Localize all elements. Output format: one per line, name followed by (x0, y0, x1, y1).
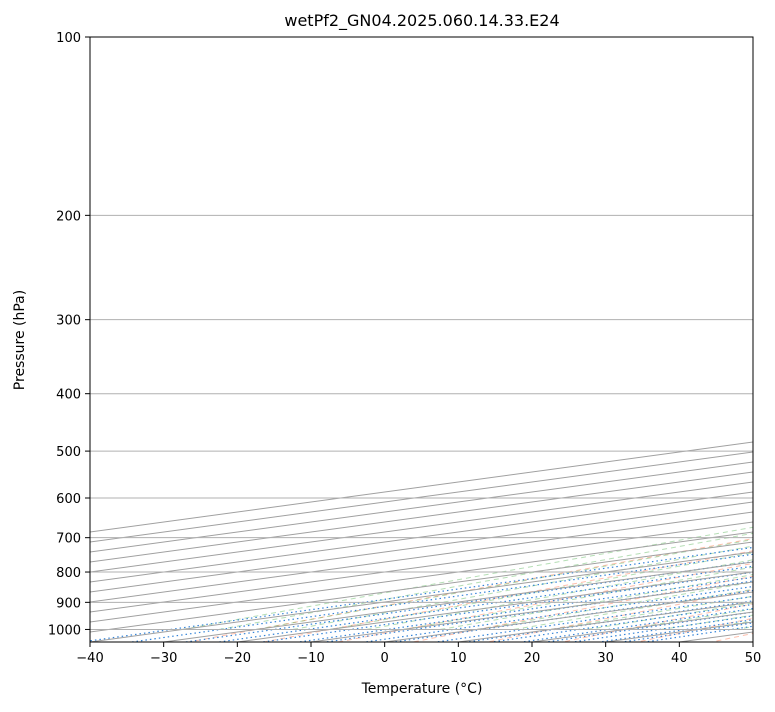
y-tick-label: 900 (56, 596, 81, 611)
y-tick-label: 100 (56, 31, 81, 46)
x-tick-label: −40 (76, 651, 103, 666)
x-tick-label: 30 (597, 651, 614, 666)
x-tick-label: 0 (381, 651, 389, 666)
x-tick-label: −20 (224, 651, 251, 666)
x-tick-label: 50 (745, 651, 762, 666)
y-tick-label: 1000 (48, 623, 81, 638)
x-tick-label: 40 (671, 651, 688, 666)
y-tick-label: 400 (56, 388, 81, 403)
y-tick-label: 800 (56, 566, 81, 581)
y-tick-label: 200 (56, 209, 81, 224)
x-axis-title: Temperature (°C) (361, 681, 483, 697)
y-tick-label: 300 (56, 314, 81, 329)
y-tick-label: 700 (56, 532, 81, 547)
x-tick-label: −10 (297, 651, 324, 666)
x-tick-label: 10 (450, 651, 467, 666)
x-tick-label: 20 (524, 651, 541, 666)
y-tick-label: 500 (56, 445, 81, 460)
y-axis-title: Pressure (hPa) (12, 290, 28, 390)
x-tick-label: −30 (150, 651, 177, 666)
chart-title: wetPf2_GN04.2025.060.14.33.E24 (284, 11, 559, 31)
y-tick-label: 600 (56, 492, 81, 507)
